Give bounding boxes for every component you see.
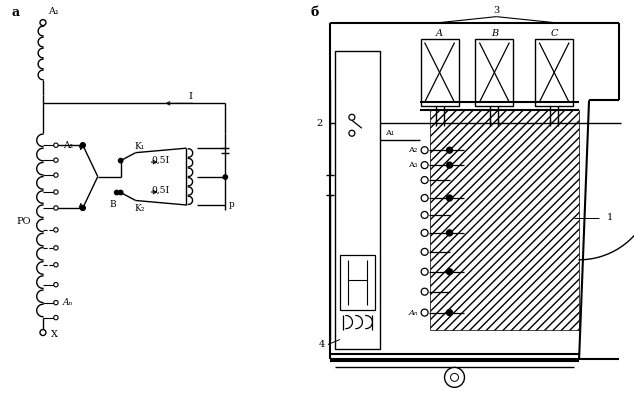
- Circle shape: [81, 205, 85, 211]
- Circle shape: [444, 367, 464, 387]
- Circle shape: [421, 229, 428, 236]
- Text: B: B: [491, 29, 498, 38]
- Circle shape: [54, 228, 58, 232]
- Text: p: p: [229, 201, 234, 209]
- Circle shape: [421, 177, 428, 183]
- Circle shape: [40, 20, 46, 25]
- Text: B: B: [109, 200, 116, 209]
- Circle shape: [114, 190, 119, 195]
- Circle shape: [54, 263, 58, 267]
- Circle shape: [54, 283, 58, 287]
- Circle shape: [54, 173, 58, 177]
- Circle shape: [40, 330, 46, 336]
- Circle shape: [223, 175, 227, 179]
- Circle shape: [54, 315, 58, 320]
- Circle shape: [451, 373, 458, 381]
- Bar: [476, 39, 513, 106]
- Circle shape: [421, 211, 428, 219]
- Circle shape: [421, 248, 428, 255]
- Circle shape: [421, 162, 428, 169]
- Text: б: б: [310, 6, 318, 19]
- Text: 3: 3: [493, 6, 500, 15]
- Bar: [420, 39, 458, 106]
- Text: Aₙ: Aₙ: [408, 308, 418, 316]
- Text: A₁: A₁: [385, 129, 394, 137]
- Circle shape: [349, 130, 355, 136]
- Text: 0,5I: 0,5I: [152, 185, 170, 195]
- Circle shape: [421, 147, 428, 154]
- Text: 4: 4: [319, 340, 325, 349]
- Bar: [430, 110, 579, 330]
- Text: K₂: K₂: [135, 204, 145, 213]
- Text: A₂: A₂: [408, 146, 418, 154]
- Circle shape: [54, 190, 58, 194]
- Text: K₁: K₁: [135, 142, 145, 151]
- Text: A₃: A₃: [408, 161, 418, 169]
- Text: C: C: [551, 29, 558, 38]
- Circle shape: [119, 190, 123, 195]
- Text: X: X: [51, 330, 58, 339]
- Text: A₁: A₁: [48, 7, 59, 16]
- Text: Aₙ: Aₙ: [63, 298, 73, 307]
- Circle shape: [54, 246, 58, 250]
- Circle shape: [349, 114, 355, 120]
- Circle shape: [421, 309, 428, 316]
- Circle shape: [54, 300, 58, 305]
- Circle shape: [446, 269, 453, 275]
- Circle shape: [421, 288, 428, 295]
- Circle shape: [446, 147, 453, 153]
- Text: 0,5I: 0,5I: [152, 156, 170, 165]
- Circle shape: [119, 158, 123, 163]
- Text: PO: PO: [16, 217, 30, 226]
- Text: 1: 1: [607, 213, 613, 222]
- Text: а: а: [11, 6, 19, 19]
- Text: A₂: A₂: [63, 140, 73, 150]
- Text: I: I: [189, 92, 192, 101]
- Circle shape: [446, 230, 453, 236]
- Circle shape: [81, 143, 85, 148]
- Bar: [335, 51, 380, 349]
- Bar: [535, 39, 573, 106]
- Circle shape: [446, 195, 453, 201]
- Circle shape: [421, 195, 428, 201]
- Circle shape: [54, 143, 58, 147]
- Text: 2: 2: [317, 119, 323, 128]
- Circle shape: [421, 268, 428, 275]
- Circle shape: [54, 158, 58, 162]
- Circle shape: [54, 206, 58, 210]
- Text: A: A: [436, 29, 443, 38]
- Circle shape: [446, 310, 453, 316]
- Circle shape: [446, 162, 453, 168]
- Bar: [340, 255, 375, 310]
